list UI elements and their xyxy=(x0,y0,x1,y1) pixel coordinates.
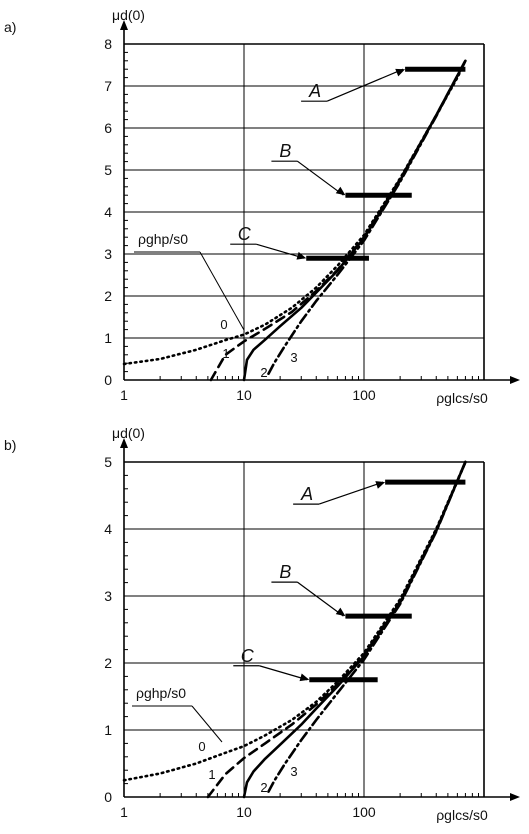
series-curve-1 xyxy=(206,460,467,799)
y-tick-label: 2 xyxy=(104,288,112,304)
panel-label: b) xyxy=(4,437,16,453)
y-tick-label: 1 xyxy=(104,330,112,346)
reference-arrowhead xyxy=(296,251,307,260)
y-tick-label: 5 xyxy=(104,162,112,178)
chart-panel-b: b)1 10 100012345μd(0)ρglcs/s00123ABCρghp/s… xyxy=(4,425,520,823)
reference-arrowhead xyxy=(335,186,346,196)
y-tick-label: 4 xyxy=(104,204,112,220)
series-curve-2 xyxy=(242,460,467,799)
x-axis-arrow xyxy=(510,793,520,801)
series-curve-3 xyxy=(267,460,467,793)
reference-arrowhead xyxy=(375,481,386,489)
annotation-leader xyxy=(199,251,245,331)
y-tick-label: 2 xyxy=(104,655,112,671)
series-curve-2 xyxy=(242,59,467,382)
y-tick-label: 8 xyxy=(104,36,112,52)
x-axis-title: ρglcs/s0 xyxy=(436,807,488,823)
chart-panel-a: a)1 10 100012345678μd(0)ρglcs/s00123ABCρgh… xyxy=(4,7,520,406)
x-tick-label: 10 xyxy=(236,387,252,403)
y-tick-label: 6 xyxy=(104,120,112,136)
reference-label-A: A xyxy=(300,484,313,504)
x-tick-label: 100 xyxy=(352,804,376,820)
y-tick-label: 3 xyxy=(104,588,112,604)
reference-label-C: C xyxy=(238,224,252,244)
y-tick-label: 7 xyxy=(104,78,112,94)
panel-label: a) xyxy=(4,19,16,35)
y-tick-label: 4 xyxy=(104,521,112,537)
reference-label-B: B xyxy=(279,141,291,161)
series-label-0: 0 xyxy=(220,317,227,332)
reference-arrowhead xyxy=(299,673,310,682)
annotation-label: ρghp/s0 xyxy=(136,685,186,701)
y-axis-title: μd(0) xyxy=(112,7,145,23)
annotation-label: ρghp/s0 xyxy=(138,231,188,247)
y-tick-label: 5 xyxy=(104,454,112,470)
reference-arrowhead xyxy=(335,607,346,617)
series-label-1: 1 xyxy=(222,346,229,361)
y-axis-title: μd(0) xyxy=(112,425,145,441)
reference-leader xyxy=(326,68,404,102)
reference-leader xyxy=(297,160,344,196)
series-label-1: 1 xyxy=(208,767,215,782)
x-axis-arrow xyxy=(510,376,520,384)
series-label-0: 0 xyxy=(198,739,205,754)
y-tick-label: 0 xyxy=(104,372,112,388)
x-tick-label: 1 xyxy=(120,387,128,403)
series-label-2: 2 xyxy=(260,780,267,795)
y-axis-arrow xyxy=(120,438,128,448)
reference-arrowhead xyxy=(395,68,406,77)
x-tick-label: 10 xyxy=(236,804,252,820)
y-tick-label: 3 xyxy=(104,246,112,262)
reference-label-B: B xyxy=(279,562,291,582)
x-tick-label: 100 xyxy=(352,387,376,403)
reference-leader xyxy=(318,481,384,505)
reference-label-C: C xyxy=(241,646,255,666)
annotation-leader xyxy=(191,705,223,743)
series-curve-3 xyxy=(267,59,467,375)
reference-leader xyxy=(297,581,344,617)
reference-leader xyxy=(256,243,305,259)
y-tick-label: 0 xyxy=(104,789,112,805)
reference-leader xyxy=(259,665,308,681)
series-curve-1 xyxy=(209,59,467,382)
x-axis-title: ρglcs/s0 xyxy=(436,390,488,406)
y-axis-arrow xyxy=(120,20,128,30)
reference-label-A: A xyxy=(308,81,321,101)
series-label-2: 2 xyxy=(260,365,267,380)
x-tick-label: 1 xyxy=(120,804,128,820)
series-label-3: 3 xyxy=(290,764,297,779)
series-label-3: 3 xyxy=(290,350,297,365)
y-tick-label: 1 xyxy=(104,722,112,738)
